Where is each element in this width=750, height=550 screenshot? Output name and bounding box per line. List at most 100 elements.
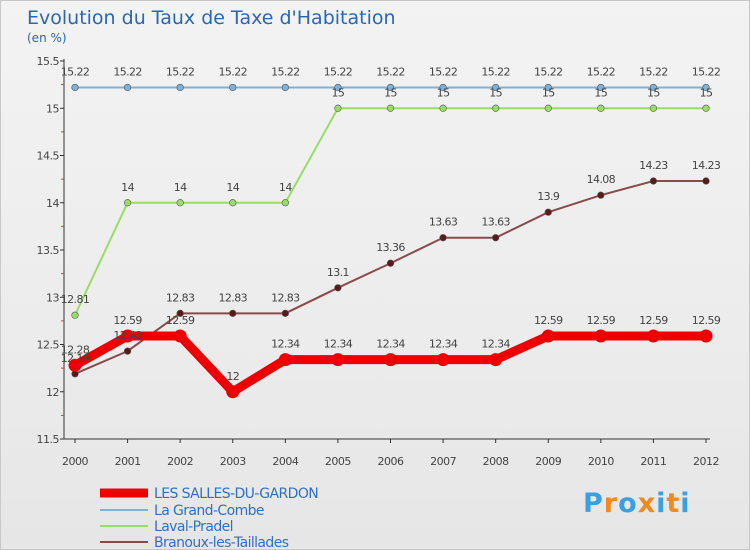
logo-letter: o	[618, 488, 638, 519]
data-point	[646, 329, 660, 343]
data-label: 14.23	[692, 159, 721, 172]
data-label: 15.22	[534, 65, 563, 78]
chart-subtitle: (en %)	[27, 31, 67, 45]
data-label: 13.36	[376, 241, 405, 254]
data-point	[229, 83, 237, 92]
data-label: 15.22	[429, 65, 458, 78]
data-point	[121, 329, 135, 343]
data-point	[597, 191, 605, 199]
y-tick-label: 14	[46, 197, 59, 210]
data-label: 12.34	[324, 338, 353, 351]
data-point	[176, 199, 184, 207]
data-point	[489, 353, 503, 367]
x-tick-label: 2011	[640, 455, 666, 468]
x-tick-label: 2004	[272, 455, 298, 468]
data-point	[594, 329, 608, 343]
logo-letter: P	[583, 488, 604, 519]
data-point	[123, 83, 132, 92]
logo-letter: i	[656, 488, 667, 519]
data-point	[439, 234, 447, 242]
data-label: 12.34	[271, 338, 300, 351]
data-point	[544, 208, 552, 216]
y-tick-label: 15	[46, 102, 59, 115]
data-label: 12	[226, 370, 239, 383]
legend-label-2: Laval-Pradel	[154, 519, 233, 535]
data-label: 15.22	[324, 65, 353, 78]
data-label: 15.22	[271, 65, 300, 78]
y-tick-label: 12	[46, 386, 59, 399]
logo-letter: t	[666, 488, 681, 519]
data-point	[439, 104, 447, 112]
data-label: 15.22	[481, 65, 510, 78]
data-label: 15.22	[113, 65, 142, 78]
data-label: 12.43	[113, 329, 142, 342]
data-label: 13.9	[537, 190, 560, 203]
data-label: 12.34	[376, 338, 405, 351]
data-point	[649, 104, 658, 112]
logo-letter: i	[680, 488, 691, 519]
data-label: 12.83	[219, 291, 248, 304]
data-point	[176, 83, 184, 92]
series-labels: 15.22 15.22 15.22 15.22 15.22 15.22 15.22 15.22…	[61, 65, 722, 383]
data-label: 12.28	[61, 343, 90, 356]
y-tick-label: 13.5	[37, 244, 60, 257]
data-label: 12.59	[639, 314, 668, 327]
data-point	[492, 234, 500, 242]
data-point	[541, 329, 555, 343]
data-label: 12.34	[481, 338, 510, 351]
data-point	[702, 177, 710, 185]
data-label: 12.19	[61, 352, 90, 365]
data-point	[123, 347, 132, 355]
data-label: 15.22	[376, 65, 405, 78]
x-tick-label: 2010	[588, 455, 614, 468]
axes: 11.5 12 12.5 13 13.5 14 14.5 15 15.5 2000 2001 2002…	[37, 55, 720, 468]
x-tick-label: 2005	[325, 455, 351, 468]
data-label: 15.22	[692, 65, 721, 78]
data-point	[544, 104, 552, 112]
data-label: 15	[647, 86, 660, 99]
y-tick-label: 13	[46, 291, 59, 304]
data-point	[334, 284, 342, 292]
data-label: 15	[489, 86, 502, 99]
data-point	[229, 199, 237, 207]
data-label: 12.81	[61, 293, 90, 306]
legend-label-1: La Grand-Combe	[154, 503, 264, 519]
data-label: 15.22	[587, 65, 616, 78]
data-label: 14.23	[639, 159, 668, 172]
data-label: 12.59	[166, 314, 195, 327]
data-label: 14	[226, 181, 239, 194]
proxiti-logo: Proxiti	[583, 488, 691, 519]
x-tick-label: 2002	[167, 455, 193, 468]
data-point	[68, 358, 82, 372]
data-label: 13.1	[327, 266, 349, 279]
data-point	[702, 104, 710, 112]
data-point	[492, 104, 500, 112]
data-label: 15	[437, 86, 450, 99]
chart-title: Evolution du Taux de Taxe d'Habitation	[27, 7, 396, 29]
data-point	[71, 83, 79, 92]
data-point	[439, 83, 447, 92]
data-label: 12.59	[113, 314, 142, 327]
data-label: 15.22	[639, 65, 668, 78]
data-label: 15	[700, 86, 713, 99]
data-label: 14.08	[587, 173, 616, 186]
data-label: 14	[121, 181, 134, 194]
y-tick-label: 14.5	[37, 150, 60, 163]
x-tick-label: 2003	[220, 455, 246, 468]
data-label: 14	[174, 181, 187, 194]
data-label: 15	[332, 86, 345, 99]
data-point	[226, 385, 240, 399]
x-tick-label: 2008	[483, 455, 509, 468]
data-point	[334, 83, 342, 92]
x-tick-label: 2000	[62, 455, 88, 468]
data-label: 13.63	[429, 216, 458, 229]
data-point	[229, 309, 237, 317]
data-label: 15	[384, 86, 397, 99]
x-tick-label: 2012	[693, 455, 719, 468]
data-label: 12.83	[166, 291, 195, 304]
data-point	[331, 353, 345, 367]
data-label: 15.22	[219, 65, 248, 78]
data-point	[544, 83, 552, 92]
data-label: 15.22	[166, 65, 195, 78]
